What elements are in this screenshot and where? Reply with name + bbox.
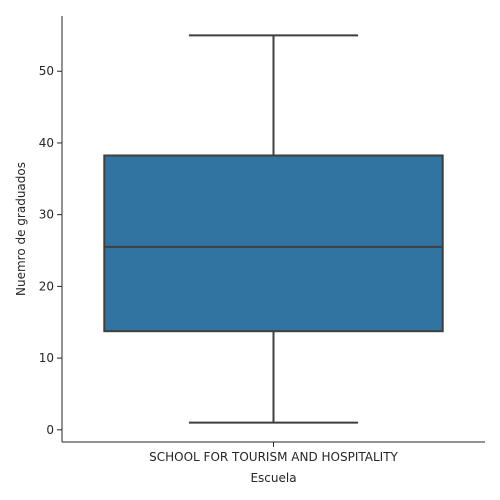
y-tick-label: 10 xyxy=(39,351,54,365)
y-axis-ticks: 0 10 20 30 40 50 xyxy=(39,64,62,437)
interquartile-box xyxy=(103,154,444,333)
y-tick-label: 20 xyxy=(39,279,54,293)
boxes-group xyxy=(103,34,444,424)
y-axis-label: Nuemro de graduados xyxy=(14,162,28,296)
y-tick-label: 30 xyxy=(39,208,54,222)
x-tick-label: SCHOOL FOR TOURISM AND HOSPITALITY xyxy=(149,450,398,464)
y-tick-label: 0 xyxy=(46,423,54,437)
y-tick-label: 40 xyxy=(39,136,54,150)
x-axis-ticks: SCHOOL FOR TOURISM AND HOSPITALITY xyxy=(149,442,399,464)
y-tick-label: 50 xyxy=(39,64,54,78)
x-axis-label: Escuela xyxy=(250,471,296,485)
